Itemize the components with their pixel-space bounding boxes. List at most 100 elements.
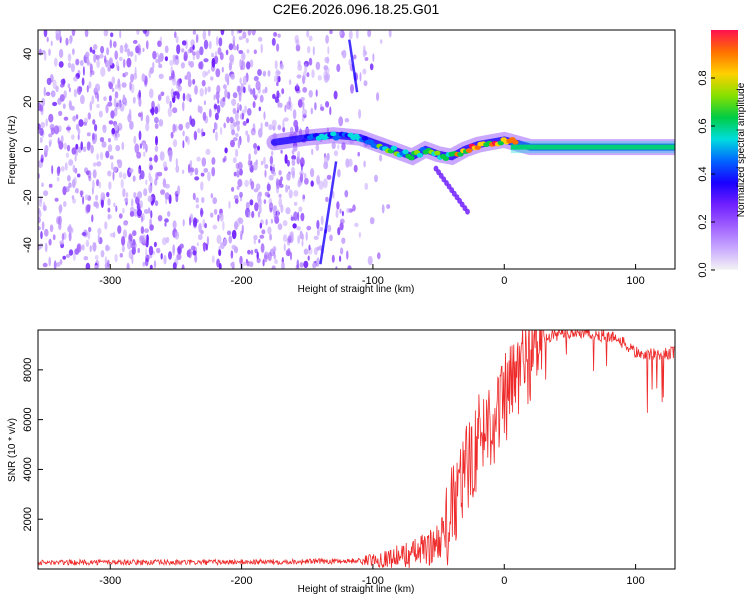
noise-blob	[253, 161, 258, 171]
noise-blob	[352, 204, 356, 212]
noise-blob	[241, 112, 244, 120]
noise-blob	[38, 123, 41, 130]
noise-blob	[337, 169, 341, 178]
spectrogram-y-ticks: -40 -20 0 20 40	[22, 48, 43, 253]
snr-x-tick-label: -200	[231, 575, 253, 587]
noise-blob	[42, 262, 48, 268]
noise-blob	[105, 244, 110, 252]
noise-blob	[199, 106, 203, 114]
noise-blob	[149, 108, 154, 114]
noise-blob	[149, 164, 154, 171]
noise-blob	[187, 78, 192, 88]
noise-blob	[273, 75, 277, 83]
noise-blob	[195, 34, 198, 43]
noise-blob	[124, 43, 129, 49]
noise-blob	[198, 223, 202, 233]
spectrogram-x-ticks: -300 -200 -100 0 100	[99, 264, 645, 287]
noise-blob	[270, 218, 273, 224]
noise-blob	[336, 201, 340, 210]
noise-blob	[48, 238, 52, 246]
noise-blob	[131, 254, 134, 265]
noise-blob	[339, 218, 345, 225]
noise-blob	[157, 55, 161, 65]
spectral-streak	[319, 161, 338, 265]
noise-blob	[353, 54, 357, 60]
noise-blob	[68, 231, 72, 242]
noise-blob	[102, 124, 106, 130]
noise-blob	[261, 229, 266, 235]
noise-blob	[139, 143, 142, 149]
noise-blob	[271, 150, 274, 156]
noise-blob	[272, 246, 277, 252]
noise-blob	[126, 57, 132, 68]
noise-blob	[63, 142, 68, 150]
noise-blob	[388, 30, 392, 38]
noise-blob	[267, 70, 271, 77]
noise-blob	[288, 79, 292, 85]
noise-blob	[125, 192, 129, 198]
noise-blob	[355, 30, 359, 39]
noise-blob	[182, 92, 186, 102]
noise-blob	[188, 248, 192, 259]
noise-blob	[310, 107, 313, 115]
noise-blob	[139, 200, 143, 209]
noise-blob	[199, 88, 204, 97]
noise-blob	[136, 151, 142, 159]
noise-blob	[111, 127, 116, 135]
noise-blob	[43, 30, 48, 38]
noise-blob	[107, 66, 111, 72]
colorbar-tick-label: 0.0	[697, 262, 709, 277]
noise-blob	[120, 178, 124, 189]
noise-blob	[86, 204, 91, 213]
noise-blob	[197, 128, 201, 134]
noise-blob	[354, 222, 359, 228]
noise-blob	[212, 224, 218, 230]
signal-blob	[474, 145, 481, 150]
noise-blob	[246, 49, 250, 54]
noise-blob	[121, 245, 125, 253]
noise-blob	[242, 31, 247, 39]
noise-blob	[326, 224, 332, 233]
noise-blob	[148, 172, 151, 182]
noise-blob	[74, 155, 77, 162]
noise-blob	[194, 176, 200, 181]
noise-blob	[339, 222, 344, 231]
noise-blob	[232, 92, 238, 99]
spectrogram-y-label: Frequency (Hz)	[7, 116, 18, 185]
noise-blob	[145, 143, 148, 153]
noise-blob	[81, 232, 87, 236]
noise-blob	[87, 112, 92, 120]
noise-blob	[45, 118, 48, 127]
noise-blob	[53, 125, 60, 135]
noise-blob	[247, 160, 250, 165]
noise-blob	[58, 61, 64, 68]
noise-blob	[174, 31, 177, 39]
noise-blob	[312, 46, 315, 56]
noise-blob	[219, 52, 224, 61]
noise-blob	[145, 179, 148, 185]
noise-blob	[104, 58, 107, 64]
noise-blob	[287, 185, 290, 190]
noise-blob	[172, 248, 175, 257]
noise-blob	[89, 63, 93, 73]
noise-blob	[303, 248, 309, 255]
noise-blob	[348, 58, 352, 67]
noise-blob	[211, 166, 216, 177]
noise-blob	[177, 78, 181, 87]
noise-blob	[294, 35, 299, 43]
noise-blob	[359, 72, 362, 82]
noise-blob	[229, 116, 234, 124]
noise-blob	[200, 207, 204, 218]
noise-blob	[367, 255, 373, 266]
noise-blob	[247, 249, 251, 255]
spectrogram-y-tick-label: -20	[22, 189, 34, 205]
noise-blob	[283, 243, 286, 252]
noise-blob	[122, 207, 125, 214]
noise-blob	[38, 199, 43, 207]
noise-blob	[249, 261, 254, 268]
noise-blob	[200, 128, 204, 138]
noise-blob	[245, 201, 250, 210]
noise-blob	[169, 100, 172, 109]
noise-blob	[293, 119, 299, 128]
noise-blob	[119, 253, 124, 258]
